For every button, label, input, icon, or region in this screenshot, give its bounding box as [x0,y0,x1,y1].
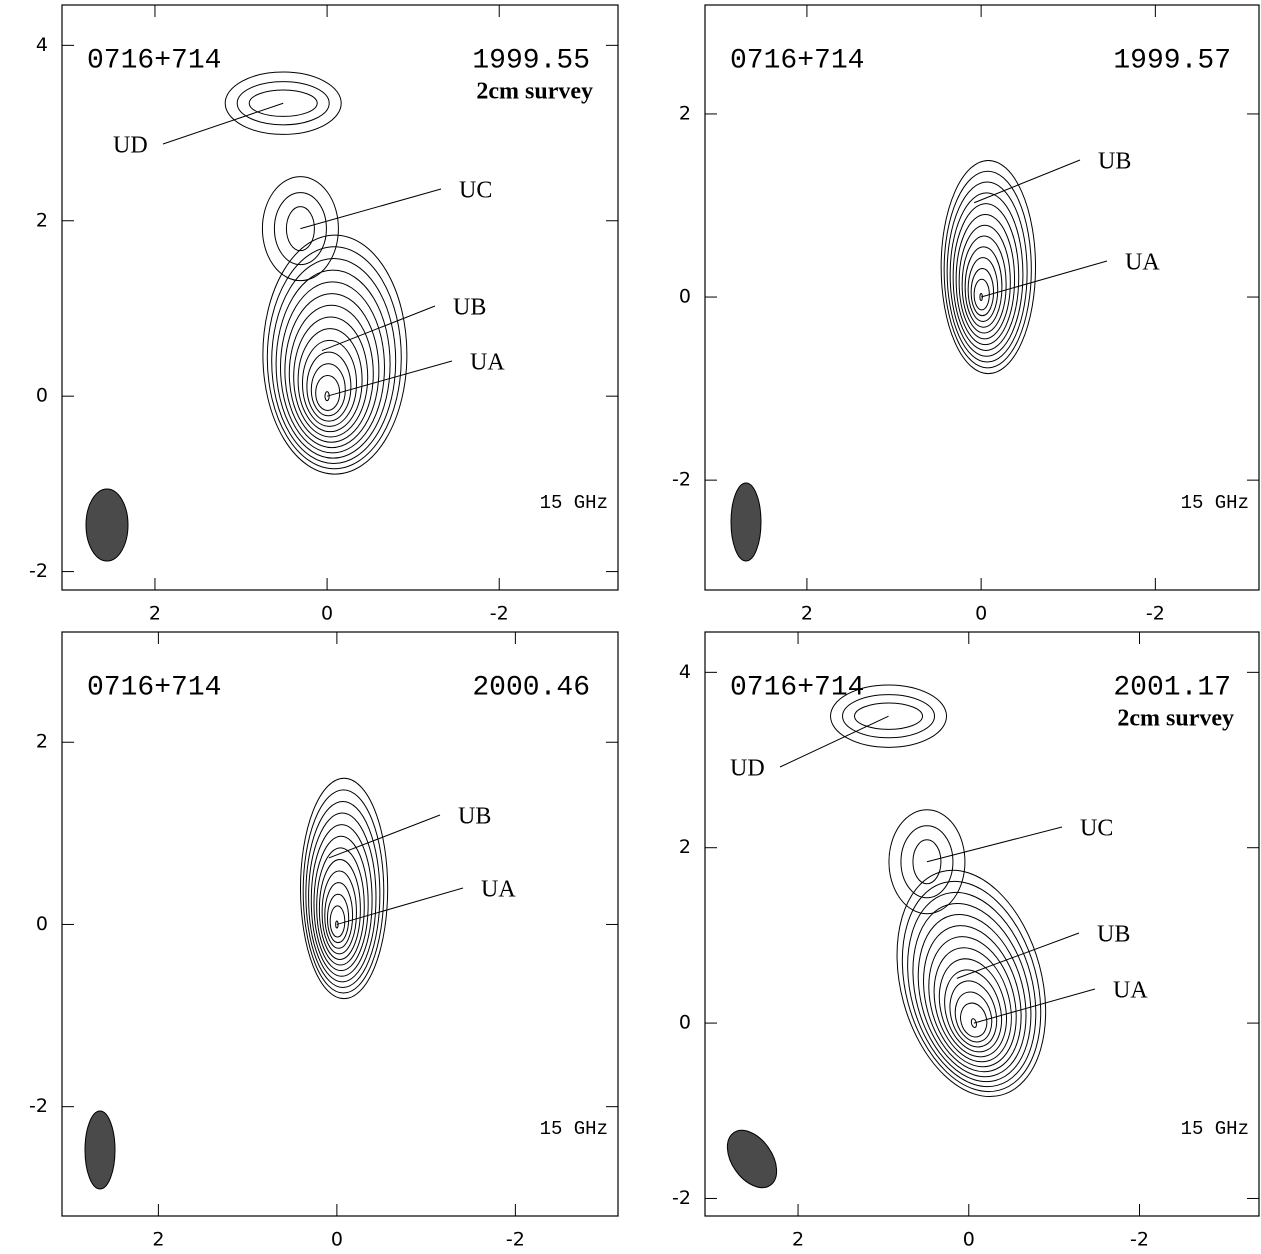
component-label: UA [1125,250,1160,276]
contour [959,225,1010,339]
x-tick-label: 2 [792,1229,804,1251]
source-name: 0716+714 [87,45,221,76]
y-tick-label: 2 [679,102,691,124]
y-tick-label: 0 [679,286,691,308]
x-tick-label: 0 [331,1229,343,1251]
beam [85,1111,115,1189]
component-label: UD [730,756,765,782]
contour [319,859,360,959]
beam [86,489,128,561]
contour [274,193,326,265]
component-leader [981,261,1107,297]
y-tick-label: -2 [29,1095,48,1117]
component-label: UD [113,133,148,159]
epoch: 2001.17 [1113,672,1231,703]
x-tick-label: 0 [321,603,333,625]
x-tick-label: -2 [1146,603,1165,625]
contour [941,160,1035,373]
source-name: 0716+714 [730,672,864,703]
beam [717,1121,786,1196]
y-tick-label: 2 [36,731,48,753]
component-leader [329,815,440,858]
component-leader [327,361,452,396]
component-label: UA [470,350,505,376]
x-tick-label: -2 [490,603,509,625]
contour [263,235,407,474]
component-leader [322,306,435,351]
beam [731,483,761,561]
y-tick-label: 0 [36,385,48,407]
frequency-label: 15 GHz [540,492,608,514]
x-tick-label: -2 [506,1229,525,1251]
component-label: UB [1098,149,1131,175]
component-label: UA [1113,978,1148,1004]
x-tick-label: 0 [975,603,987,625]
y-tick-label: 0 [679,1012,691,1034]
component-label: UC [459,178,492,204]
contour [300,778,387,998]
source-name: 0716+714 [87,672,221,703]
contour [302,340,356,426]
figure: 2 0 -2 -2 0 2 4 UD UC UB UA 0716+714 1999.55 2cm surv… [0,0,1261,1254]
y-tick-label: 4 [679,661,691,683]
contour [950,193,1023,356]
x-tick-label: 2 [149,603,161,625]
y-tick-label: 2 [36,209,48,231]
epoch: 1999.55 [472,45,590,76]
epoch: 2000.46 [472,672,590,703]
contour [309,813,376,982]
component-leader [974,160,1080,203]
frequency-label: 15 GHz [1181,1118,1249,1140]
contour [267,247,401,469]
frequency-label: 15 GHz [1181,492,1249,514]
component-leader [927,827,1062,862]
y-tick-label: -2 [672,469,691,491]
contour [943,976,1004,1053]
component-leader [780,716,889,767]
component-label: UB [458,804,491,830]
component-label: UB [453,295,486,321]
contour [311,364,345,416]
contour [289,305,373,442]
frequency-label: 15 GHz [540,1118,608,1140]
contour [901,902,1043,1088]
y-tick-label: 4 [36,34,48,56]
contour [322,871,356,954]
contour [970,1018,977,1028]
survey-label: 2cm survey [1117,706,1234,732]
component-leader [337,888,463,924]
epoch: 1999.57 [1113,45,1231,76]
y-tick-label: -2 [29,560,48,582]
y-tick-label: 0 [36,913,48,935]
contour [316,375,340,410]
x-tick-label: 2 [152,1229,164,1251]
component-leader [300,189,441,229]
x-tick-label: 2 [801,603,813,625]
x-tick-label: -2 [1130,1229,1149,1251]
component-label: UA [481,877,516,903]
component-label: UC [1080,816,1113,842]
y-tick-label: 2 [679,836,691,858]
component-label: UB [1097,922,1130,948]
y-tick-label: -2 [672,1187,691,1209]
contour [280,282,384,453]
survey-label: 2cm survey [476,79,593,105]
contour [317,848,365,965]
x-tick-label: 0 [963,1229,975,1251]
source-name: 0716+714 [730,45,864,76]
